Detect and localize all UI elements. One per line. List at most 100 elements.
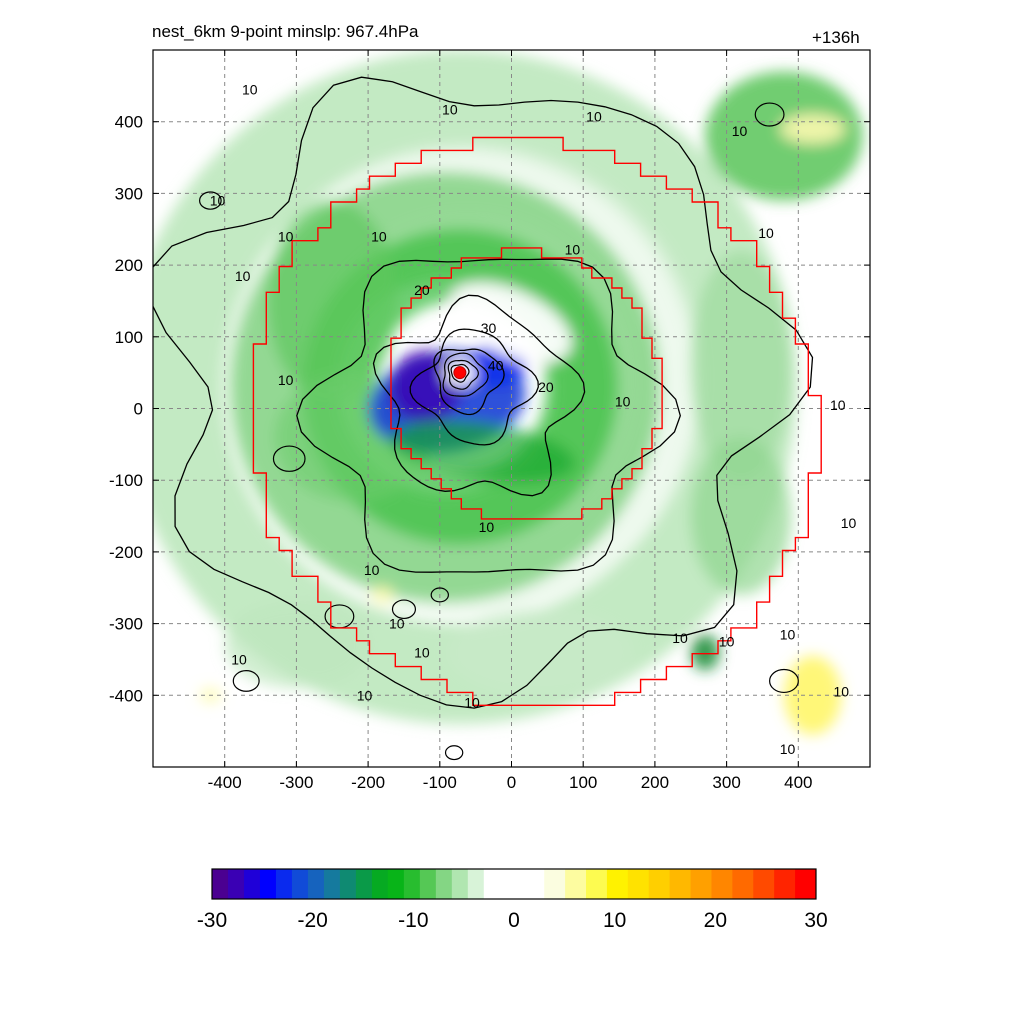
y-tick-label: 300	[115, 184, 143, 203]
contour-small-1	[232, 670, 260, 692]
inner-boundary	[390, 247, 663, 520]
contour-small-7	[754, 102, 785, 127]
colorbar-swatch	[732, 869, 754, 899]
colorbar-swatch	[307, 869, 325, 899]
colorbar-tick-label: 30	[804, 909, 827, 932]
contour-label: 10	[210, 193, 226, 209]
contour-label: 10	[758, 225, 774, 241]
colorbar-swatch	[606, 869, 629, 899]
contour-label: 10	[479, 519, 495, 535]
contour-label: 20	[414, 282, 430, 298]
contour-label: 10	[615, 393, 631, 409]
contour-label: 10	[231, 651, 247, 667]
colorbar-tick-label: -10	[398, 909, 428, 932]
colorbar-swatch	[259, 869, 277, 899]
contour-core-3	[442, 352, 489, 397]
contour-label: 10	[586, 109, 602, 125]
colorbar-swatch	[467, 869, 485, 899]
colorbar-swatch	[227, 869, 245, 899]
contour-core-1	[450, 363, 470, 383]
colorbar-swatch	[711, 869, 733, 899]
colorbar-swatch	[544, 869, 566, 899]
contour-label: 10	[780, 626, 796, 642]
x-tick-label: -200	[351, 773, 385, 792]
contour-label: 10	[732, 123, 748, 139]
contour-label-layer: 10 10 10 10 10 10 10 10 10 10 20 30 40 20 10 10 10 10 10 10…	[210, 81, 857, 757]
axes-layer: -400 -300 -200 -100 0 100 200 300 400-400-300-20…	[109, 50, 870, 792]
colorbar-swatch	[323, 869, 341, 899]
colorbar-tick-label: 0	[508, 909, 520, 932]
x-tick-label: 300	[712, 773, 740, 792]
contour-label: 10	[442, 102, 458, 118]
colorbar-swatch-white	[483, 869, 545, 899]
contour-20	[372, 294, 586, 497]
contour-label: 10	[371, 228, 387, 244]
contour-label: 10	[242, 81, 258, 97]
contour-label: 10	[357, 687, 373, 703]
colorbar-tick-label: 10	[603, 909, 626, 932]
contour-small-6	[769, 668, 799, 694]
colorbar-swatch	[291, 869, 309, 899]
y-tick-label: -300	[109, 615, 143, 634]
colorbar-swatch	[435, 869, 453, 899]
colorbar-swatch	[243, 869, 261, 899]
storm-center-marker	[453, 366, 467, 380]
colorbar-swatch	[774, 869, 796, 899]
y-tick-label: 200	[115, 256, 143, 275]
y-tick-label: -100	[109, 471, 143, 490]
contour-30	[409, 328, 539, 446]
y-tick-label: 0	[134, 400, 143, 419]
colorbar-swatch	[403, 869, 421, 899]
colorbar-swatch	[212, 869, 229, 899]
x-tick-label: 0	[507, 773, 516, 792]
contour-core-2	[447, 359, 479, 390]
core-purple-spot	[389, 351, 462, 423]
colorbar-swatch	[275, 869, 293, 899]
contour-small-5	[444, 745, 464, 761]
colorbar-tick-label: -20	[297, 909, 327, 932]
contour-label: 10	[414, 644, 430, 660]
colorbar-swatch	[795, 869, 817, 899]
colorbar-swatch	[586, 869, 608, 899]
colorbar-swatch	[355, 869, 373, 899]
x-tick-label: -300	[279, 773, 313, 792]
colorbar-swatch	[669, 869, 692, 899]
colorbar-swatch	[339, 869, 357, 899]
contour-label: 10	[830, 397, 846, 413]
x-tick-label: 100	[569, 773, 597, 792]
chart-title: nest_6km 9-point minslp: 967.4hPa	[152, 22, 419, 41]
colorbar-swatch	[451, 869, 469, 899]
contour-label: 20	[538, 379, 554, 395]
contour-label: 10	[565, 241, 581, 257]
contour-10-inner	[296, 258, 681, 573]
colorbar-swatch	[753, 869, 775, 899]
field-blobs	[153, 50, 863, 735]
contour-small-8	[199, 191, 222, 210]
y-tick-label: 100	[115, 328, 143, 347]
yellow-patch-s	[371, 586, 394, 604]
contour-label: 10	[278, 228, 294, 244]
colorbar-swatch	[565, 869, 587, 899]
colorbar-border	[211, 868, 817, 900]
south-pale-patch	[446, 609, 634, 696]
contour-label: 30	[481, 320, 497, 336]
colorbar-swatch	[648, 869, 671, 899]
northeast-green-patch	[705, 71, 863, 201]
contour-label: 10	[235, 268, 251, 284]
contour-small-4	[430, 587, 450, 603]
filled-field-layer	[153, 50, 863, 735]
contour-label: 10	[719, 634, 735, 650]
dark-green-spot-se	[690, 634, 720, 671]
west-green-patch	[267, 200, 397, 402]
colorbar-tick-label: 20	[704, 909, 727, 932]
x-tick-label: -100	[423, 773, 457, 792]
y-tick-label: -200	[109, 543, 143, 562]
colorbar-swatch	[690, 869, 712, 899]
yellow-patch-ne	[780, 114, 845, 144]
contour-10-outer	[153, 76, 814, 709]
outer-boundary	[252, 136, 822, 706]
contour-label: 10	[278, 372, 294, 388]
contour-label: 10	[841, 515, 857, 531]
